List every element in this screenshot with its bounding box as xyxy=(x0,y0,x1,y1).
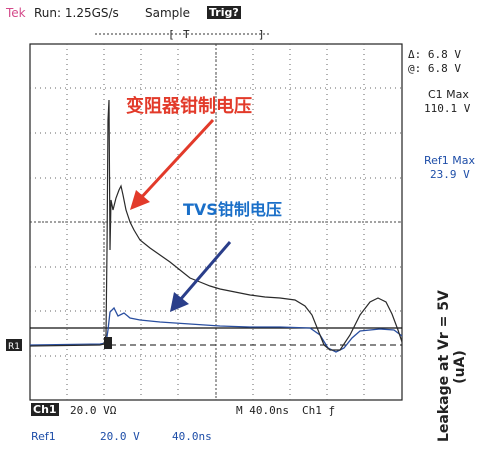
ch1-scale: 20.0 VΩ xyxy=(70,404,117,417)
record-length-bar: [ T ] xyxy=(95,28,270,41)
svg-text:]: ] xyxy=(258,28,265,41)
ref1-max-label: Ref1 Max xyxy=(424,154,476,167)
varistor-arrow-icon xyxy=(130,118,215,210)
channel-ground-marker: R1 xyxy=(6,339,22,352)
acquisition-mode: Sample xyxy=(145,6,190,20)
delta-readout: Δ: 6.8 V xyxy=(408,48,461,61)
leakage-label-line2: (uA) xyxy=(452,350,468,384)
svg-text:T: T xyxy=(183,28,190,41)
varistor-trace xyxy=(29,99,403,351)
varistor-clamp-annotation: 变阻器钳制电压 xyxy=(126,96,252,117)
ref1-label: Ref1 xyxy=(31,430,56,443)
ref1-time: 40.0ns xyxy=(172,430,212,443)
leakage-axis-label: Leakage at Vr = 5V (uA) xyxy=(436,290,468,442)
tvs-arrow-icon xyxy=(170,241,232,312)
svg-text:R1: R1 xyxy=(8,342,20,352)
tvs-trace xyxy=(29,306,403,353)
trigger-status-badge: Trig? xyxy=(207,6,241,19)
brand-label: Tek xyxy=(6,6,26,20)
timebase-readout: M 40.0ns xyxy=(236,404,289,417)
tvs-clamp-annotation: TVS钳制电压 xyxy=(183,200,282,219)
trigger-source: Ch1 ƒ xyxy=(302,404,336,417)
c1-max-label: C1 Max xyxy=(428,88,469,101)
svg-text:[: [ xyxy=(168,28,175,41)
ref1-max-value: 23.9 V xyxy=(430,168,470,181)
run-status: Run: 1.25GS/s xyxy=(34,6,119,20)
leakage-label-line1: Leakage at Vr = 5V xyxy=(436,290,452,442)
at-readout: @: 6.8 V xyxy=(408,62,461,75)
ref1-scale: 20.0 V xyxy=(100,430,140,443)
c1-max-value: 110.1 V xyxy=(424,102,471,115)
trigger-position-marker xyxy=(104,337,112,349)
ch1-badge: Ch1 xyxy=(31,403,59,416)
